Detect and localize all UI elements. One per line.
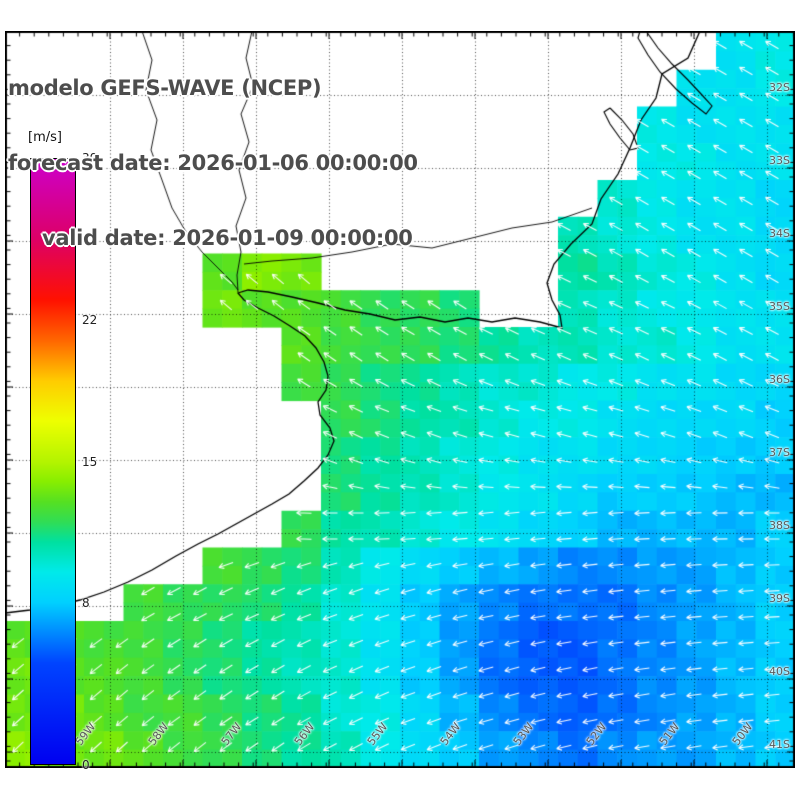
lat-label: 41S [769, 738, 790, 751]
lat-label: 32S [769, 81, 790, 94]
lat-label: 37S [769, 446, 790, 459]
colorbar [30, 158, 76, 765]
valid-date: valid date: 2026-01-09 00:00:00 [42, 226, 413, 250]
lat-label: 33S [769, 154, 790, 167]
colorbar-tick-label: 8 [82, 596, 90, 611]
forecast-date: forecast date: 2026-01-06 00:00:00 [8, 151, 418, 175]
lat-label: 38S [769, 519, 790, 532]
lat-label: 40S [769, 665, 790, 678]
lat-label: 39S [769, 592, 790, 605]
title-block: modelo GEFS-WAVE (NCEP) forecast date: 2… [8, 26, 418, 301]
colorbar-tick-label: 22 [82, 312, 98, 327]
colorbar-tick-label: 0 [82, 758, 90, 772]
lat-label: 35S [769, 300, 790, 313]
lat-label: 36S [769, 373, 790, 386]
colorbar-tick-label: 30 [82, 151, 98, 165]
colorbar-unit-label: [m/s] [28, 130, 62, 145]
map-canvas [5, 31, 795, 768]
colorbar-tick-label: 15 [82, 454, 98, 469]
lat-label: 34S [769, 227, 790, 240]
model-title: modelo GEFS-WAVE (NCEP) [8, 76, 322, 100]
